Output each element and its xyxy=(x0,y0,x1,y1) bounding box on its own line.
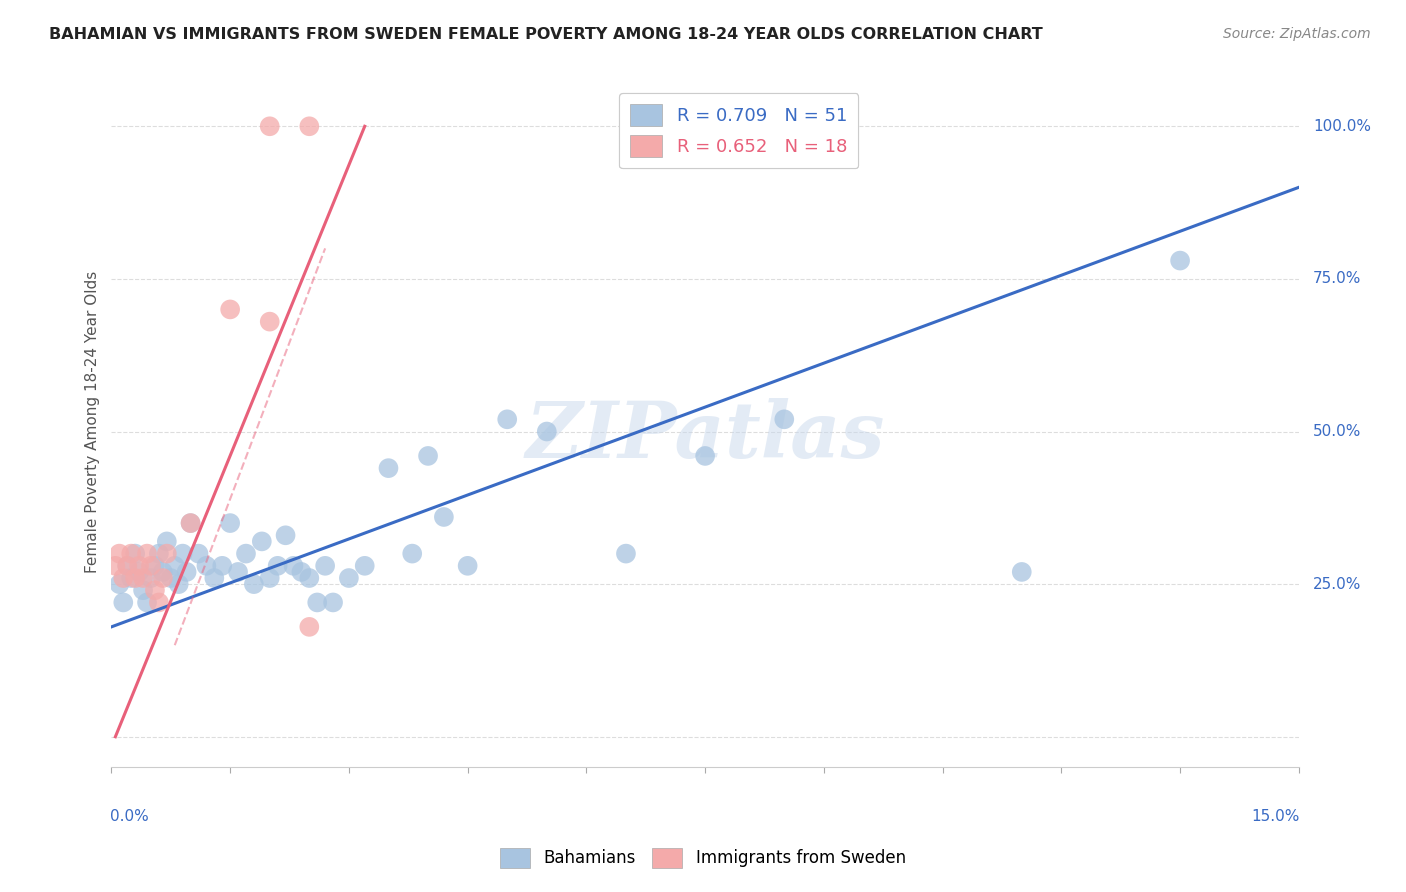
Point xyxy=(152,571,174,585)
Point xyxy=(195,558,218,573)
Point xyxy=(250,534,273,549)
Point xyxy=(290,565,312,579)
Point xyxy=(298,620,321,634)
Point xyxy=(124,547,146,561)
Point xyxy=(433,510,456,524)
Text: BAHAMIAN VS IMMIGRANTS FROM SWEDEN FEMALE POVERTY AMONG 18-24 YEAR OLDS CORRELAT: BAHAMIAN VS IMMIGRANTS FROM SWEDEN FEMAL… xyxy=(49,27,1043,42)
Point xyxy=(695,449,717,463)
Point xyxy=(226,565,249,579)
Text: 15.0%: 15.0% xyxy=(1251,809,1301,823)
Point xyxy=(322,595,344,609)
Point xyxy=(202,571,225,585)
Text: ZIPatlas: ZIPatlas xyxy=(526,398,884,475)
Point xyxy=(353,558,375,573)
Point xyxy=(259,571,281,585)
Point xyxy=(298,120,321,134)
Point xyxy=(156,534,179,549)
Point xyxy=(274,528,297,542)
Point xyxy=(120,571,142,585)
Point xyxy=(108,577,131,591)
Point xyxy=(773,412,796,426)
Point xyxy=(167,577,190,591)
Text: 25.0%: 25.0% xyxy=(1313,576,1361,591)
Point xyxy=(401,547,423,561)
Text: 0.0%: 0.0% xyxy=(110,809,149,823)
Point xyxy=(259,120,281,134)
Point xyxy=(132,571,155,585)
Point xyxy=(143,558,166,573)
Point xyxy=(148,595,170,609)
Point xyxy=(163,558,186,573)
Point xyxy=(614,547,637,561)
Point xyxy=(148,547,170,561)
Point xyxy=(536,425,558,439)
Point xyxy=(457,558,479,573)
Point xyxy=(139,558,162,573)
Point xyxy=(117,558,139,573)
Point xyxy=(112,595,135,609)
Point xyxy=(283,558,305,573)
Point xyxy=(416,449,439,463)
Point xyxy=(117,558,139,573)
Point xyxy=(136,547,159,561)
Point xyxy=(172,547,194,561)
Point xyxy=(314,558,336,573)
Point xyxy=(139,571,162,585)
Point xyxy=(243,577,266,591)
Point xyxy=(259,315,281,329)
Point xyxy=(1168,253,1191,268)
Point xyxy=(219,516,242,530)
Point xyxy=(136,595,159,609)
Point xyxy=(187,547,209,561)
Point xyxy=(124,571,146,585)
Point xyxy=(266,558,288,573)
Point xyxy=(1011,565,1033,579)
Point xyxy=(180,516,202,530)
Point xyxy=(128,565,150,579)
Point xyxy=(337,571,360,585)
Text: 50.0%: 50.0% xyxy=(1313,424,1361,439)
Point xyxy=(112,571,135,585)
Legend: R = 0.709   N = 51, R = 0.652   N = 18: R = 0.709 N = 51, R = 0.652 N = 18 xyxy=(619,94,858,168)
Point xyxy=(159,571,181,585)
Text: 75.0%: 75.0% xyxy=(1313,271,1361,286)
Point xyxy=(108,547,131,561)
Point xyxy=(235,547,257,561)
Point xyxy=(496,412,519,426)
Point xyxy=(211,558,233,573)
Point xyxy=(377,461,399,475)
Text: 100.0%: 100.0% xyxy=(1313,119,1371,134)
Point xyxy=(120,547,142,561)
Point xyxy=(156,547,179,561)
Point xyxy=(143,583,166,598)
Point xyxy=(176,565,198,579)
Point xyxy=(128,558,150,573)
Point xyxy=(104,558,127,573)
Point xyxy=(152,565,174,579)
Point xyxy=(307,595,329,609)
Point xyxy=(132,583,155,598)
Text: Source: ZipAtlas.com: Source: ZipAtlas.com xyxy=(1223,27,1371,41)
Legend: Bahamians, Immigrants from Sweden: Bahamians, Immigrants from Sweden xyxy=(494,841,912,875)
Point xyxy=(219,302,242,317)
Point xyxy=(298,571,321,585)
Y-axis label: Female Poverty Among 18-24 Year Olds: Female Poverty Among 18-24 Year Olds xyxy=(86,271,100,574)
Point xyxy=(180,516,202,530)
